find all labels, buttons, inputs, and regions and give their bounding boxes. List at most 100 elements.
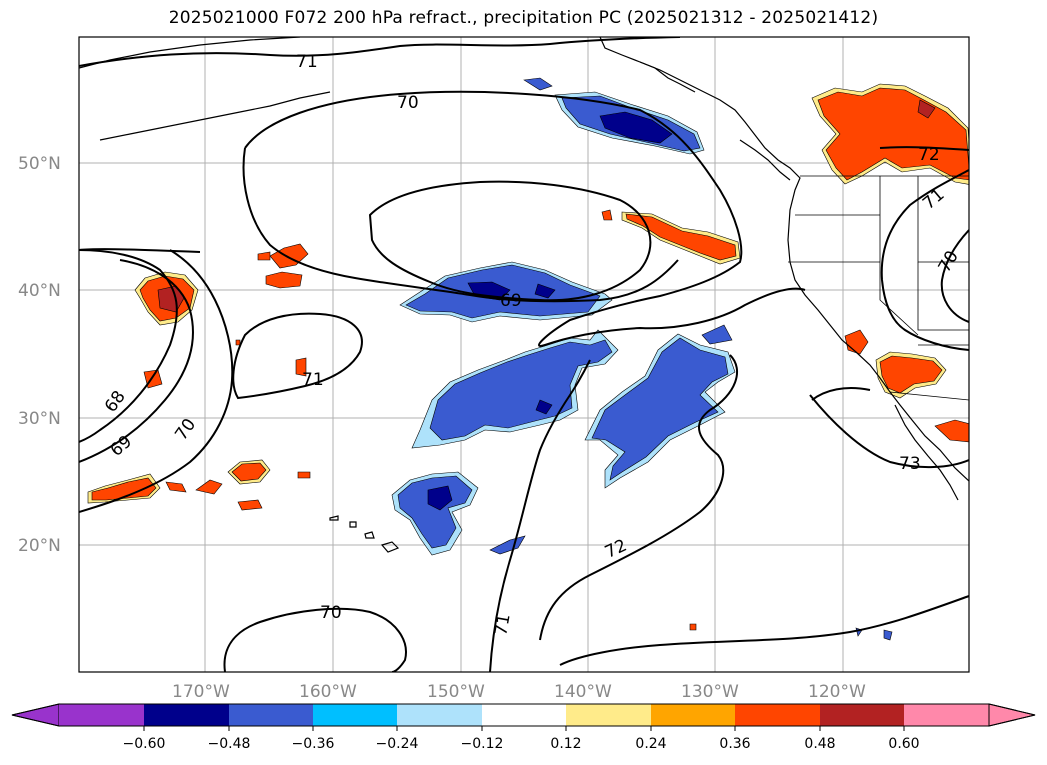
shade-east-band-mid xyxy=(591,337,729,481)
shade-dot-2 xyxy=(689,623,697,631)
contour-70-south xyxy=(223,607,407,672)
contour-label: 69 xyxy=(500,291,522,311)
shade-southwest-core xyxy=(427,485,453,511)
colorbar-segment xyxy=(229,704,313,726)
coast-baja xyxy=(894,404,959,501)
contour-71-east xyxy=(880,169,969,351)
shade-central-south-core xyxy=(535,399,553,415)
lat-tick-label: 20°N xyxy=(18,536,61,556)
colorbar-label: −0.24 xyxy=(376,736,419,752)
contour-west-68 xyxy=(79,249,178,443)
coast-kenai xyxy=(639,61,696,93)
map-title: 2025021000 F072 200 hPa refract., precip… xyxy=(168,8,879,28)
contour-label: 70 xyxy=(397,93,419,113)
border-ut xyxy=(917,262,969,331)
lon-tick-label: 120°W xyxy=(808,682,866,702)
colorbar-label: −0.48 xyxy=(208,736,251,752)
shade-dot-1 xyxy=(235,339,241,346)
contour-70-north xyxy=(244,90,806,347)
colorbar-extend-left xyxy=(11,703,60,727)
colorbar-segment xyxy=(144,704,229,726)
shade-east-pacific-small xyxy=(601,209,613,221)
lat-tick-label: 40°N xyxy=(18,281,61,301)
shade-southwest-mid xyxy=(397,475,473,549)
negative-precip-shading xyxy=(391,77,893,641)
shade-east-pacific-streak-mid xyxy=(625,213,737,261)
colorbar-label: −0.60 xyxy=(123,736,166,752)
contour-label: 71 xyxy=(302,370,324,390)
shade-west-small-2 xyxy=(265,271,303,289)
border-nv-ca xyxy=(879,262,919,336)
contour-72 xyxy=(489,359,591,672)
shade-sw-band-mid xyxy=(91,477,157,501)
political-borders xyxy=(788,175,969,401)
island-hawaii-1 xyxy=(380,541,400,553)
lat-tick-label: 50°N xyxy=(18,154,61,174)
longitude-tick-labels: 170°W 160°W 150°W 140°W 130°W 120°W xyxy=(172,682,866,702)
shade-gulf-of-alaska-core xyxy=(599,111,673,144)
colorbar-label: 0.24 xyxy=(635,736,666,752)
colorbar-segment xyxy=(735,704,820,726)
contour-west-70 xyxy=(79,249,234,513)
shade-sw-blob-mid xyxy=(231,462,267,482)
shade-small-east-1 xyxy=(701,324,733,345)
contour-label: 72 xyxy=(918,145,940,165)
colorbar-segment xyxy=(313,704,397,726)
colorbar-extend-right xyxy=(988,703,1036,727)
contour-label: 70 xyxy=(320,603,342,623)
lon-tick-label: 130°W xyxy=(681,682,739,702)
contour-73 xyxy=(809,394,969,469)
colorbar-ticks xyxy=(143,726,905,731)
shade-central-north-core2 xyxy=(534,283,556,299)
shade-west-small-5 xyxy=(295,357,307,377)
colorbar-label: 0.48 xyxy=(804,736,835,752)
colorbar-label: 0.60 xyxy=(888,736,919,752)
lat-tick-label: 30°N xyxy=(18,409,61,429)
shade-sw-blob-2 xyxy=(195,479,223,495)
island-hawaii-4 xyxy=(329,515,339,521)
contour-72-north xyxy=(879,146,969,151)
colorbar-segment xyxy=(482,704,566,726)
contour-71-north xyxy=(79,37,681,67)
coast-alaska-canada xyxy=(599,37,969,482)
contour-label: 71 xyxy=(491,612,514,637)
colorbar-label: 0.12 xyxy=(550,736,581,752)
border-mx xyxy=(889,391,969,401)
contour-west-lower xyxy=(79,248,201,253)
contour-south-east xyxy=(559,595,969,666)
contour-71-loop-small xyxy=(232,312,363,400)
colorbar-segment xyxy=(820,704,904,726)
colorbar-segment xyxy=(651,704,735,726)
colorbar-segment xyxy=(59,704,144,726)
shade-sw-blob-4 xyxy=(297,471,311,479)
colorbar-segment xyxy=(397,704,482,726)
shade-small-south-2 xyxy=(883,629,893,641)
island-hawaii-2 xyxy=(364,531,375,539)
colorbar-outline xyxy=(11,703,1036,727)
border-mt xyxy=(917,176,969,263)
shade-small-bay-1 xyxy=(523,77,553,91)
latitude-tick-labels: 50°N 40°N 30°N 20°N xyxy=(18,154,61,556)
contour-72-east xyxy=(539,354,739,641)
contour-label: 71 xyxy=(296,52,318,72)
contour-west-69 xyxy=(79,259,194,463)
island-hawaii-3 xyxy=(349,521,357,528)
colorbar: −0.60 −0.48 −0.36 −0.24 −0.12 0.12 0.24 … xyxy=(11,703,1036,752)
colorbar-label: −0.36 xyxy=(292,736,335,752)
contour-lines xyxy=(79,37,969,672)
shade-baja xyxy=(934,419,969,443)
shade-nw-canada-core xyxy=(917,99,936,119)
shade-west-small-3 xyxy=(257,251,271,261)
shade-sw-blob-5 xyxy=(237,499,263,511)
contour-label: 73 xyxy=(899,454,921,474)
lon-tick-label: 150°W xyxy=(427,682,485,702)
shade-sw-blob-3 xyxy=(165,481,187,493)
coast-bc-islands xyxy=(739,139,791,181)
colorbar-label: 0.36 xyxy=(719,736,750,752)
colorbar-label: −0.12 xyxy=(461,736,504,752)
map-frame xyxy=(78,36,970,673)
lon-tick-label: 140°W xyxy=(554,682,612,702)
lon-tick-label: 170°W xyxy=(172,682,230,702)
contour-73-loop xyxy=(811,387,871,401)
